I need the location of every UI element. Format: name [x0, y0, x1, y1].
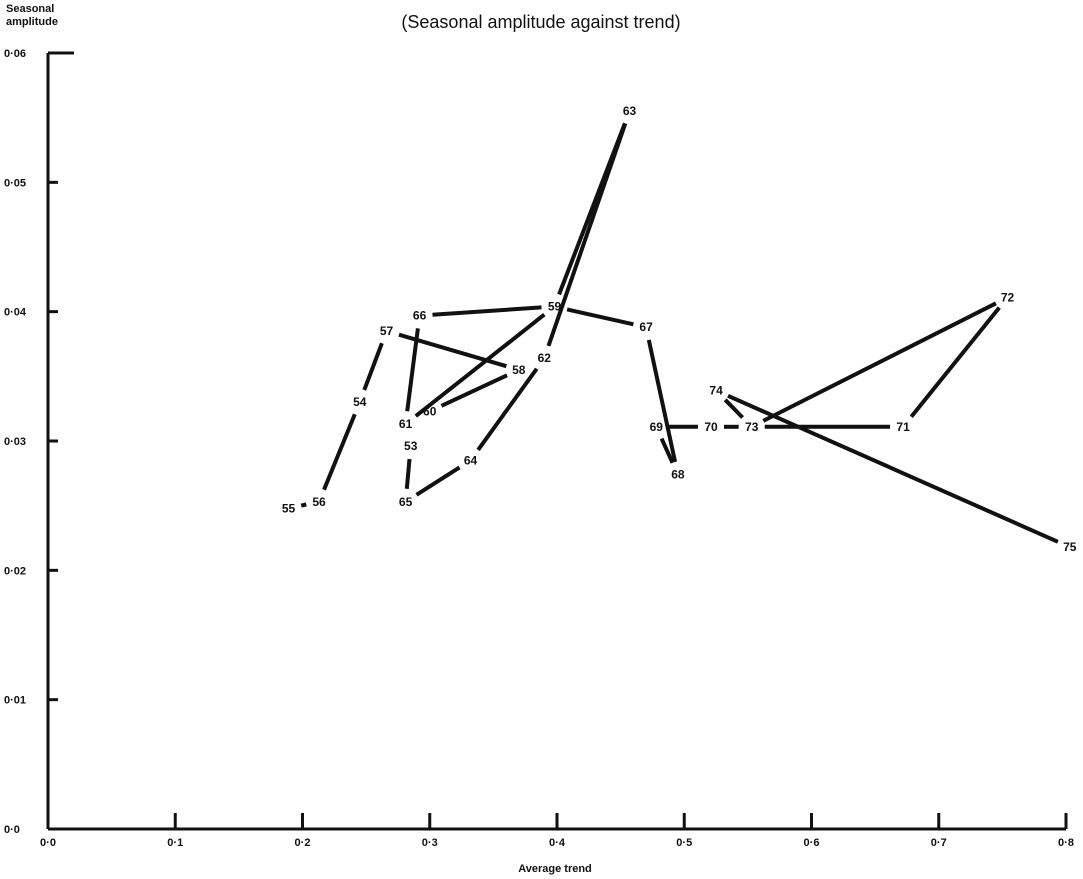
y-tick-label-6: 0·06: [4, 48, 26, 60]
segment-72-71: [909, 306, 1001, 418]
segment-74-75: [727, 393, 1059, 544]
y-tick-label-4: 0·04: [4, 307, 27, 319]
point-label-54: 54: [353, 395, 367, 409]
point-label-61: 61: [399, 417, 413, 431]
point-label-64: 64: [464, 453, 478, 467]
segment-56-54: [322, 413, 357, 491]
point-label-75: 75: [1063, 540, 1077, 554]
x-tick-label-8: 0·8: [1058, 837, 1074, 849]
segment-64-62: [476, 367, 539, 452]
point-label-55: 55: [282, 501, 296, 515]
x-tick-label-5: 0·5: [676, 837, 692, 849]
point-label-56: 56: [312, 495, 326, 509]
segment-73-74: [723, 398, 745, 419]
point-label-58: 58: [512, 363, 526, 377]
point-label-68: 68: [671, 468, 685, 482]
data-labels: 53 54 55 56 57 58 59 60 61 62 63 64 65 66 67 68 69 70 71 72…: [282, 104, 1077, 554]
data-path: [300, 122, 1059, 544]
point-label-69: 69: [650, 420, 664, 434]
point-label-60: 60: [423, 404, 437, 418]
x-tick-label-3: 0·3: [422, 837, 438, 849]
x-tick-label-6: 0·6: [804, 837, 820, 849]
point-label-74: 74: [709, 384, 723, 398]
segment-61-59: [414, 313, 546, 418]
segment-55-56: [300, 502, 307, 508]
point-label-59: 59: [548, 300, 562, 314]
segment-54-57: [362, 342, 384, 391]
point-label-72: 72: [1001, 290, 1015, 304]
segment-53-65: [404, 458, 412, 489]
y-tick-label-0: 0·0: [4, 824, 20, 836]
y-axis-title-line-1: Seasonal: [6, 3, 54, 15]
segment-59-67: [566, 307, 634, 327]
x-tick-label-4: 0·4: [549, 837, 566, 849]
chart-title: (Seasonal amplitude against trend): [401, 12, 680, 32]
point-label-62: 62: [538, 351, 552, 365]
point-label-70: 70: [704, 420, 718, 434]
segment-58-60: [440, 373, 508, 408]
point-label-66: 66: [413, 309, 427, 323]
segment-73-72: [762, 301, 997, 423]
x-tick-label-7: 0·7: [931, 837, 947, 849]
segment-59-66: [432, 305, 542, 317]
y-tick-label-3: 0·03: [4, 436, 26, 448]
y-tick-label-2: 0·02: [4, 565, 26, 577]
segment-66-61: [405, 328, 420, 412]
segment-65-64: [415, 465, 461, 497]
point-label-73: 73: [745, 420, 759, 434]
x-tick-label-0: 0·0: [40, 837, 56, 849]
point-label-57: 57: [380, 324, 394, 338]
axes: [46, 53, 1066, 831]
point-label-53: 53: [404, 439, 418, 453]
point-label-67: 67: [639, 320, 653, 334]
y-tick-label-1: 0·01: [4, 695, 26, 707]
point-label-71: 71: [896, 420, 910, 434]
ticks: 0·0 0·1 0·2 0·3 0·4 0·5 0·6 0·7 0·8 0·0 0·01 0·02 0·…: [4, 48, 1074, 849]
point-label-63: 63: [623, 104, 637, 118]
x-tick-label-1: 0·1: [167, 837, 183, 849]
y-tick-label-5: 0·05: [4, 177, 26, 189]
segment-63-59: [557, 122, 627, 296]
segment-68-69: [659, 437, 675, 464]
x-tick-label-2: 0·2: [295, 837, 311, 849]
segment-67-68: [646, 339, 678, 463]
x-axis-title: Average trend: [518, 863, 592, 875]
y-axis-title-line-2: amplitude: [6, 16, 58, 28]
point-label-65: 65: [399, 495, 413, 509]
